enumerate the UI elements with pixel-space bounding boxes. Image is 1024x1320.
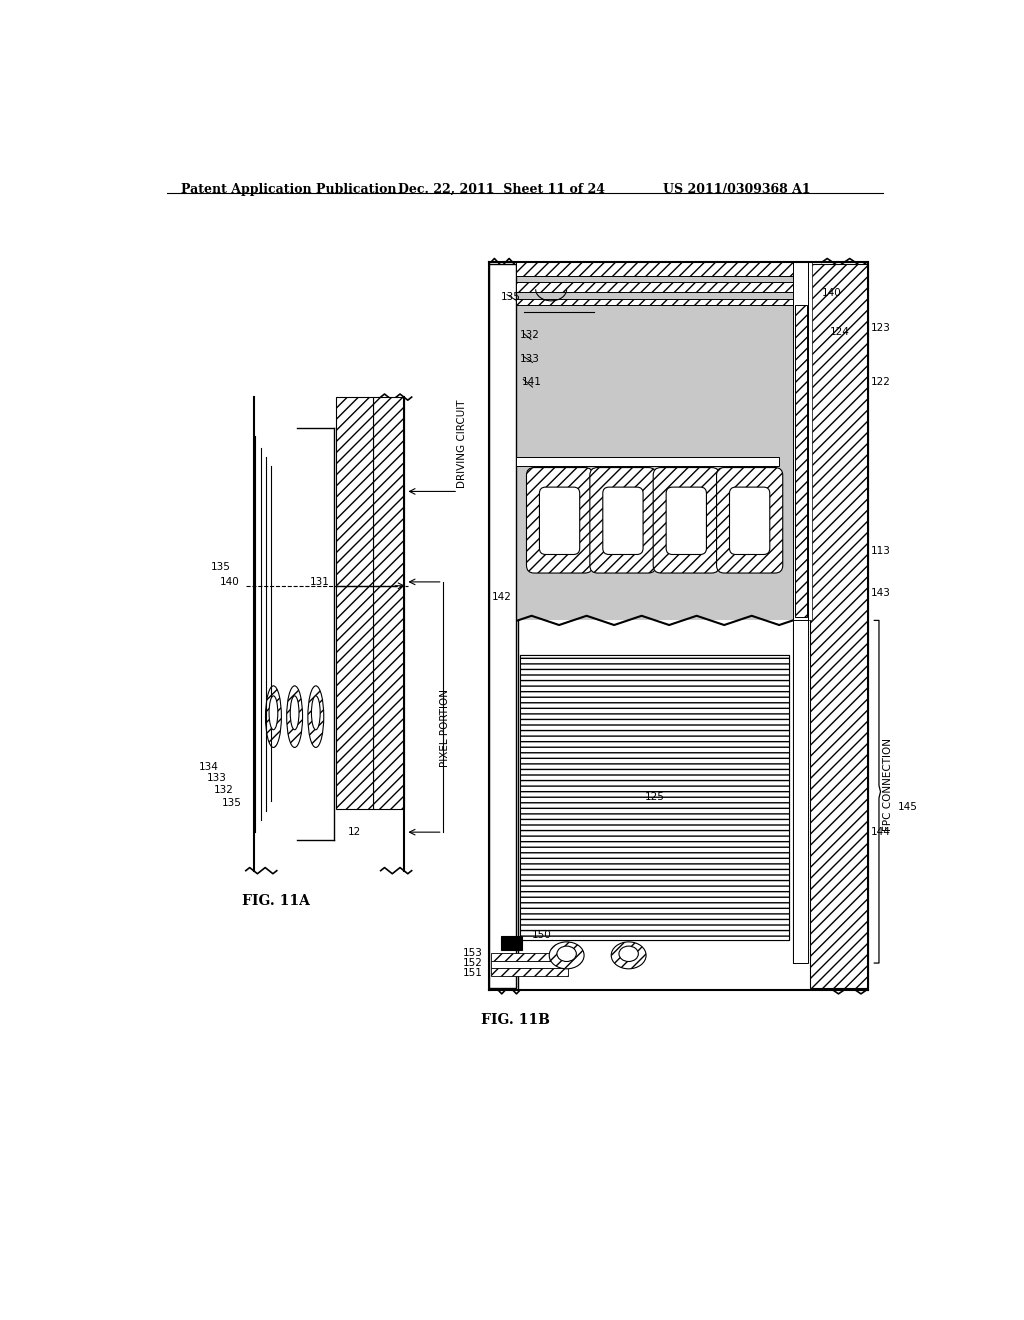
Ellipse shape: [308, 686, 324, 747]
Bar: [809, 263, 812, 620]
Ellipse shape: [557, 946, 577, 961]
Text: 113: 113: [870, 546, 890, 556]
Text: FIG. 11A: FIG. 11A: [242, 894, 310, 908]
Text: 145: 145: [898, 803, 918, 812]
Text: 142: 142: [493, 593, 512, 602]
Ellipse shape: [290, 696, 299, 730]
Text: 143: 143: [870, 589, 890, 598]
Text: 151: 151: [463, 968, 483, 978]
FancyBboxPatch shape: [717, 467, 782, 573]
Bar: [489, 264, 516, 989]
Bar: [793, 624, 795, 964]
Text: 135: 135: [222, 797, 242, 808]
Text: 135: 135: [501, 292, 520, 302]
Bar: [490, 969, 568, 977]
Ellipse shape: [265, 686, 282, 747]
Bar: [336, 397, 373, 809]
Bar: [516, 457, 779, 466]
Ellipse shape: [269, 696, 278, 730]
Bar: [799, 263, 809, 620]
Bar: [516, 263, 793, 620]
FancyBboxPatch shape: [653, 467, 720, 573]
FancyBboxPatch shape: [590, 467, 656, 573]
Bar: [795, 305, 807, 616]
Text: FIG. 11B: FIG. 11B: [481, 1014, 550, 1027]
Text: Dec. 22, 2011  Sheet 11 of 24: Dec. 22, 2011 Sheet 11 of 24: [397, 183, 605, 197]
Text: 133: 133: [519, 354, 540, 363]
Bar: [810, 264, 868, 989]
Text: 132: 132: [519, 330, 540, 341]
Text: 131: 131: [309, 577, 330, 587]
FancyBboxPatch shape: [603, 487, 643, 554]
Ellipse shape: [618, 946, 638, 961]
Text: DRIVING CIRCUIT: DRIVING CIRCUIT: [457, 399, 467, 487]
Text: Patent Application Publication: Patent Application Publication: [180, 183, 396, 197]
Text: 140: 140: [821, 288, 842, 298]
Text: 122: 122: [870, 376, 890, 387]
Text: 125: 125: [645, 792, 665, 803]
Text: 152: 152: [463, 958, 483, 968]
FancyBboxPatch shape: [667, 487, 707, 554]
Ellipse shape: [287, 686, 302, 747]
FancyBboxPatch shape: [526, 467, 593, 573]
Bar: [490, 961, 568, 969]
Text: 123: 123: [870, 323, 890, 333]
Text: 141: 141: [521, 376, 542, 387]
Bar: [793, 263, 809, 620]
Text: 133: 133: [207, 774, 226, 783]
Text: 124: 124: [829, 326, 849, 337]
Text: 12: 12: [347, 828, 360, 837]
Text: 134: 134: [199, 762, 219, 772]
Bar: [516, 263, 793, 276]
Bar: [490, 953, 568, 961]
Bar: [516, 300, 793, 305]
Ellipse shape: [549, 942, 584, 969]
Bar: [520, 655, 790, 940]
Bar: [793, 620, 809, 964]
Bar: [520, 655, 790, 940]
Bar: [516, 282, 793, 292]
Text: FPC CONNECTION: FPC CONNECTION: [884, 738, 893, 830]
Text: PIXEL PORTION: PIXEL PORTION: [440, 689, 450, 767]
Text: 140: 140: [220, 577, 240, 587]
Text: 135: 135: [210, 561, 230, 572]
Text: 150: 150: [531, 929, 552, 940]
Text: 153: 153: [463, 948, 483, 958]
FancyBboxPatch shape: [729, 487, 770, 554]
Text: US 2011/0309368 A1: US 2011/0309368 A1: [663, 183, 810, 197]
FancyBboxPatch shape: [540, 487, 580, 554]
Ellipse shape: [611, 942, 646, 969]
Bar: [501, 936, 522, 950]
Text: 132: 132: [214, 785, 234, 795]
Ellipse shape: [311, 696, 321, 730]
Text: 144: 144: [870, 828, 890, 837]
Bar: [373, 397, 403, 809]
